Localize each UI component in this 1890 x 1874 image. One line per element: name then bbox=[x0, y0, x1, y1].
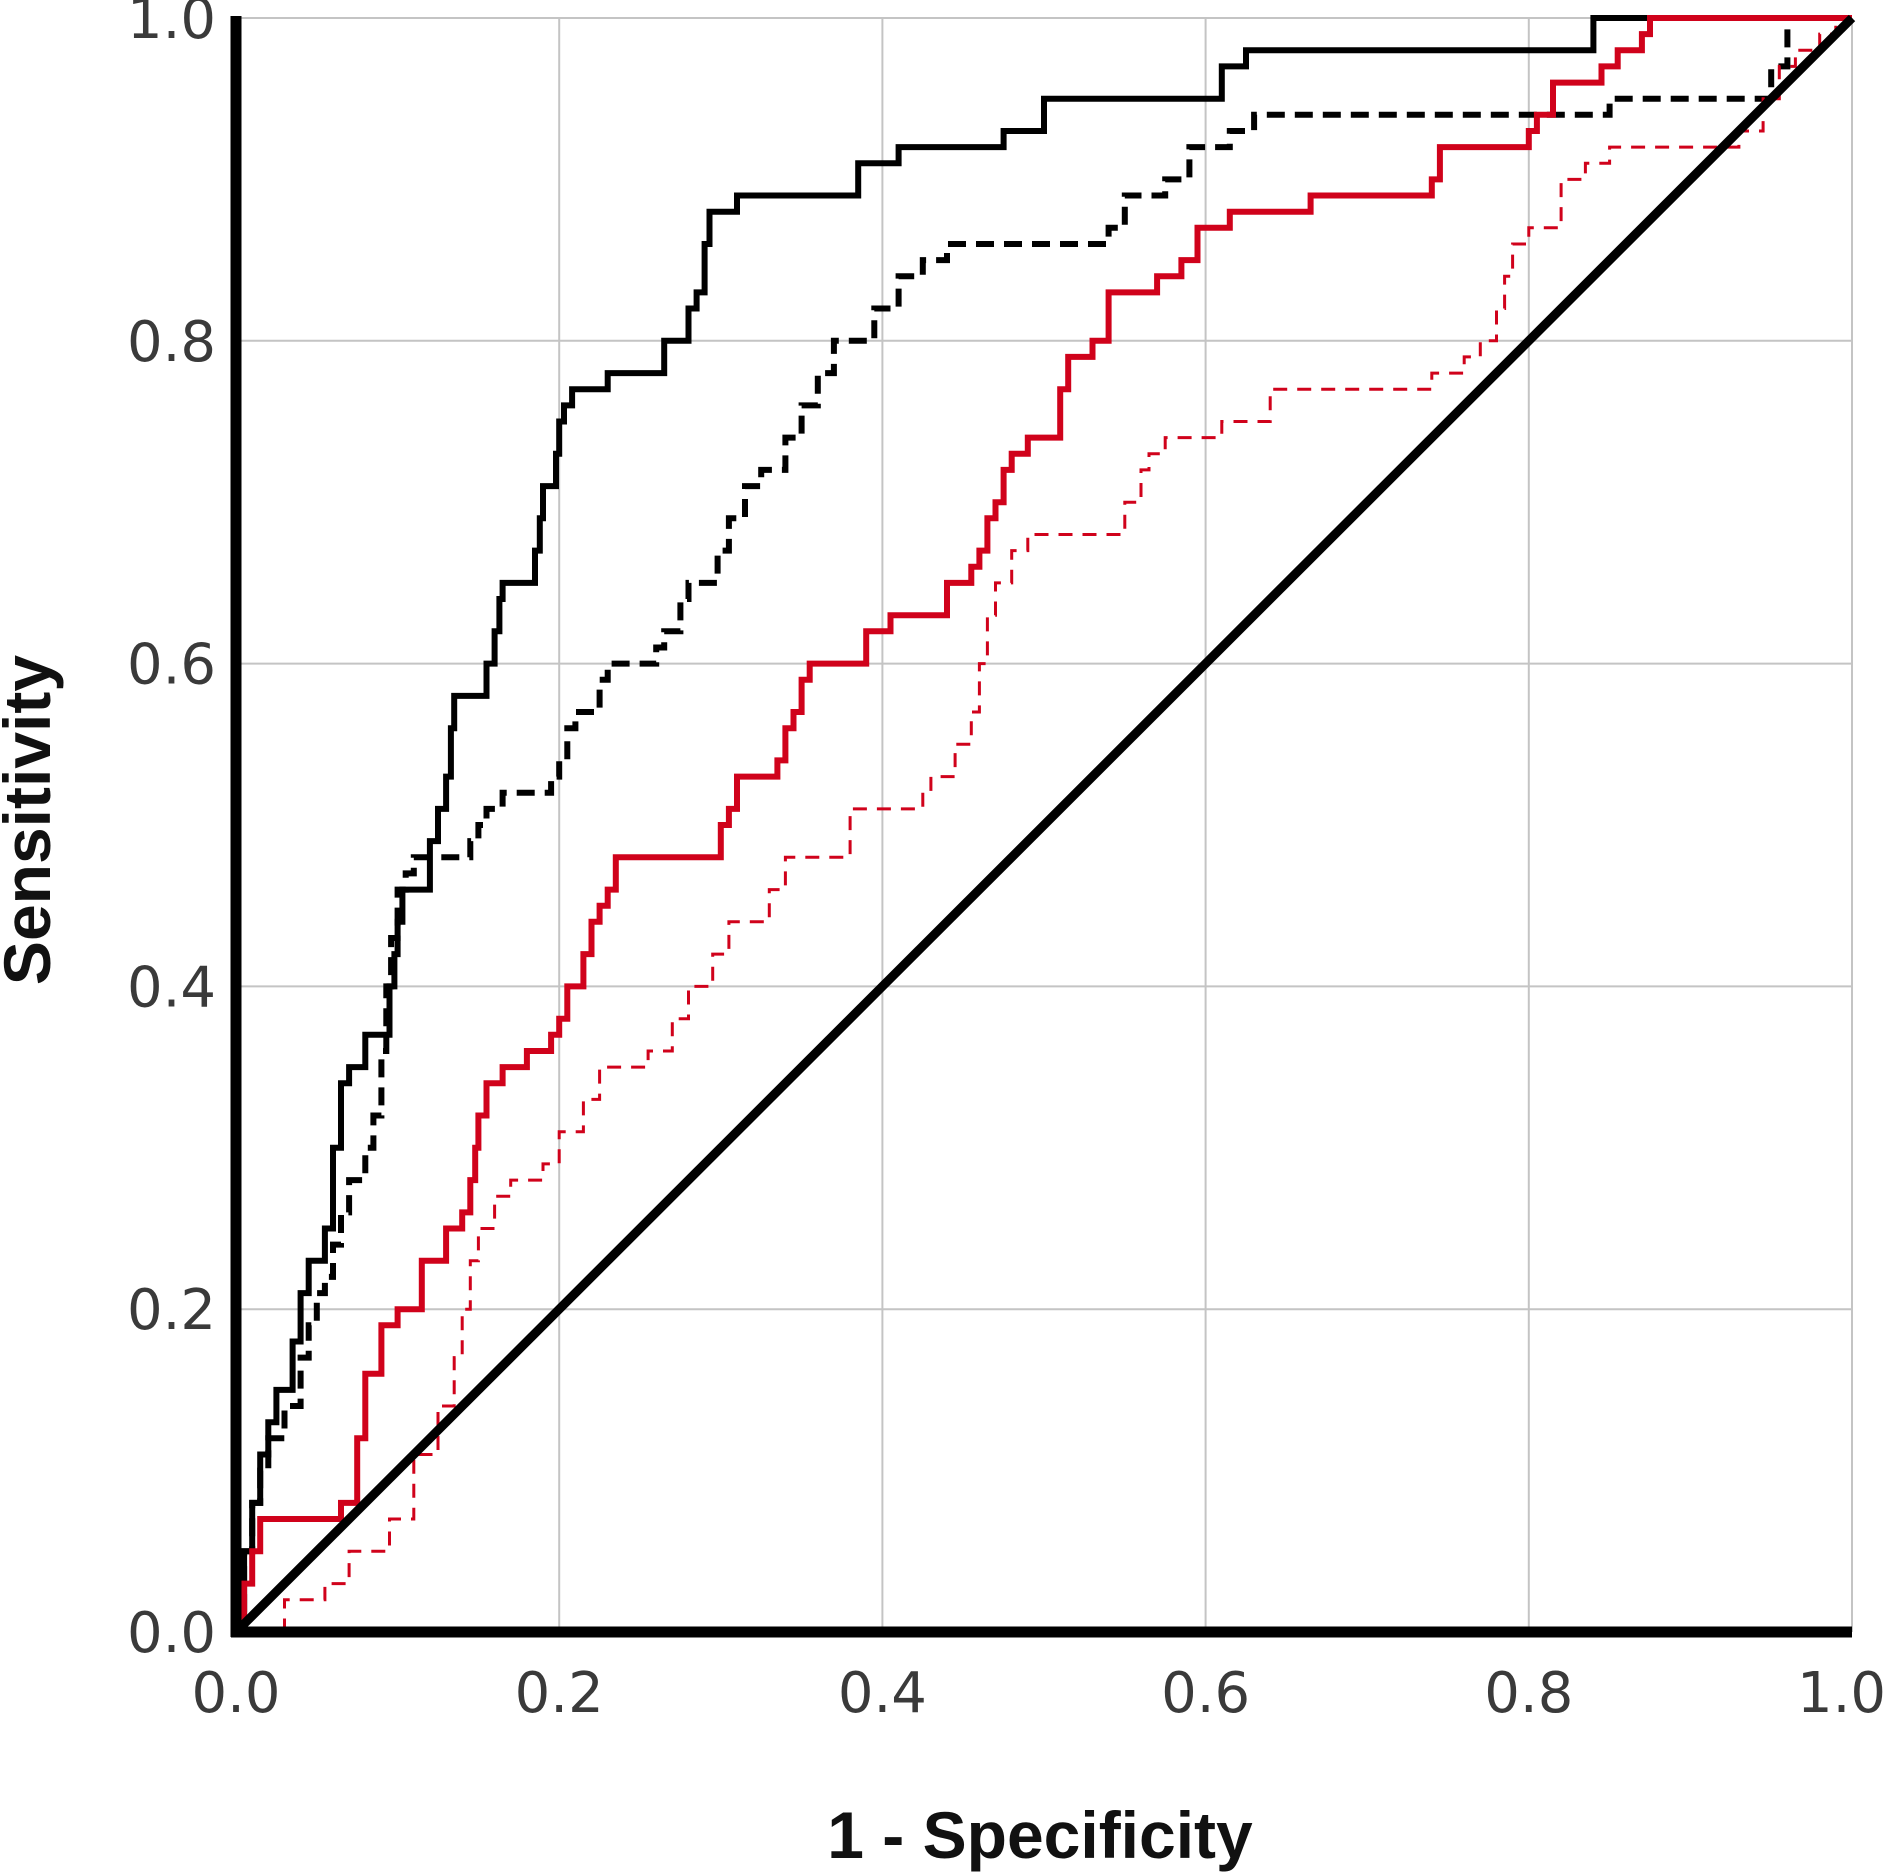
y-tick-label: 0.4 bbox=[127, 955, 216, 1020]
grid-lines bbox=[235, 17, 1853, 1633]
x-tick-label: 0.2 bbox=[515, 1661, 604, 1726]
axes bbox=[230, 16, 1852, 1638]
x-axis-title: 1 - Specificity bbox=[827, 1798, 1253, 1872]
reference-diagonal bbox=[232, 14, 1856, 1636]
y-tick-label: 0.6 bbox=[127, 633, 216, 698]
y-tick-label: 0.8 bbox=[127, 310, 216, 375]
y-axis-title: Sensitivity bbox=[0, 655, 64, 985]
roc-curve-1 bbox=[236, 15, 1852, 1635]
roc-curve-3 bbox=[236, 15, 1852, 1635]
x-tick-label: 1.0 bbox=[1797, 1661, 1886, 1726]
y-tick-labels: 0.0 0.2 0.4 0.6 0.8 1.0 bbox=[127, 0, 216, 1666]
x-tick-label: 0.0 bbox=[191, 1661, 280, 1726]
y-tick-label: 1.0 bbox=[127, 0, 216, 52]
roc-curve-4 bbox=[236, 16, 1852, 1634]
y-tick-label: 0.0 bbox=[127, 1601, 216, 1666]
x-tick-label: 0.6 bbox=[1161, 1661, 1250, 1726]
x-tick-label: 0.8 bbox=[1484, 1661, 1573, 1726]
y-tick-label: 0.2 bbox=[127, 1278, 216, 1343]
x-tick-label: 0.4 bbox=[838, 1661, 927, 1726]
x-tick-labels: 0.0 0.2 0.4 0.6 0.8 1.0 bbox=[191, 1661, 1886, 1726]
roc-curve-2 bbox=[236, 15, 1852, 1635]
roc-curves bbox=[232, 14, 1856, 1636]
